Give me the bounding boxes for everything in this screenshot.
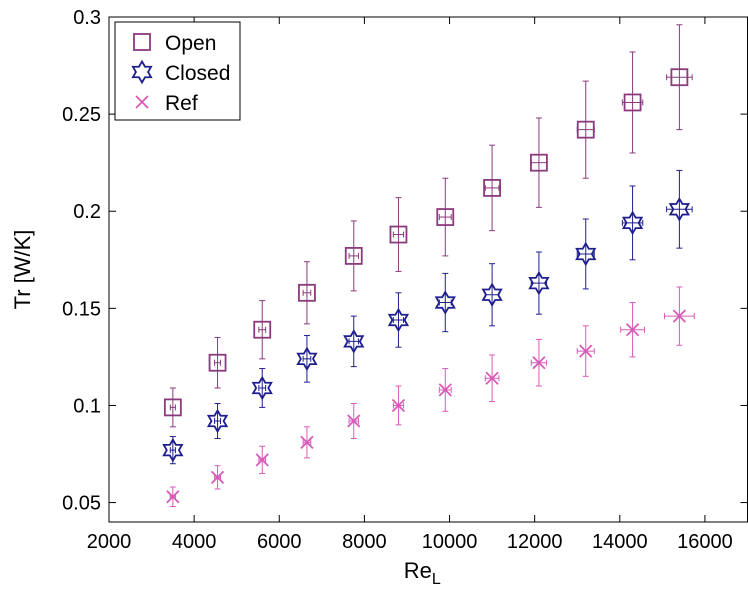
marker-stroke bbox=[135, 95, 149, 109]
data-point-ref bbox=[210, 470, 225, 484]
y-axis-label: Tr [W/K] bbox=[10, 230, 35, 310]
marker-stroke bbox=[485, 371, 499, 385]
legend-marker-ref bbox=[135, 95, 149, 109]
series-closed bbox=[162, 169, 693, 465]
legend: Open Closed Ref bbox=[114, 21, 241, 121]
x-tick-label: 10000 bbox=[422, 531, 478, 553]
marker-stroke bbox=[210, 470, 225, 484]
data-point-ref bbox=[485, 371, 499, 385]
y-tick-label: 0.1 bbox=[73, 395, 101, 417]
data-point-open bbox=[483, 179, 502, 197]
data-point-open bbox=[298, 283, 316, 302]
data-point-closed bbox=[575, 241, 597, 267]
series-ref bbox=[166, 286, 695, 507]
data-point-open bbox=[163, 398, 182, 417]
data-point-ref bbox=[166, 490, 180, 504]
data-point-ref bbox=[625, 323, 640, 337]
data-point-closed bbox=[296, 346, 318, 372]
data-point-ref bbox=[438, 383, 452, 397]
marker-stroke bbox=[579, 344, 593, 358]
data-point-ref bbox=[347, 414, 361, 428]
legend-label-open: Open bbox=[165, 32, 216, 55]
data-point-closed bbox=[528, 270, 550, 296]
legend-label-closed: Closed bbox=[165, 62, 230, 85]
y-tick-label: 0.15 bbox=[62, 298, 101, 320]
x-tick-label: 2000 bbox=[87, 531, 132, 553]
data-point-closed bbox=[387, 307, 410, 333]
marker-stroke bbox=[532, 356, 546, 370]
y-tick-label: 0.25 bbox=[62, 104, 101, 126]
y-tick-label: 0.2 bbox=[73, 201, 101, 223]
data-point-open bbox=[436, 208, 455, 226]
data-point-open bbox=[389, 225, 408, 244]
data-point-open bbox=[530, 153, 548, 172]
series-open bbox=[163, 24, 693, 428]
legend-label-ref: Ref bbox=[165, 92, 198, 115]
data-point-closed bbox=[481, 282, 503, 308]
data-point-closed bbox=[434, 290, 456, 315]
marker-stroke bbox=[672, 309, 687, 323]
plot-area bbox=[162, 24, 695, 507]
y-tick-label: 0.05 bbox=[62, 493, 101, 515]
x-tick-label: 16000 bbox=[677, 531, 733, 553]
legend-marker-closed bbox=[131, 59, 153, 85]
marker-stroke bbox=[300, 435, 314, 450]
data-point-ref bbox=[579, 344, 593, 358]
data-point-ref bbox=[300, 435, 314, 450]
x-tick-label: 12000 bbox=[507, 531, 563, 553]
marker-stroke bbox=[347, 414, 361, 428]
x-tick-label: 14000 bbox=[592, 531, 648, 553]
data-point-open bbox=[623, 93, 642, 112]
marker-stroke bbox=[166, 490, 180, 504]
x-axis-label-subscript: L bbox=[432, 571, 441, 588]
marker-stroke bbox=[438, 383, 452, 397]
data-point-open bbox=[253, 320, 272, 339]
data-point-ref bbox=[672, 309, 687, 323]
data-point-open bbox=[208, 353, 227, 372]
data-point-ref bbox=[391, 398, 406, 413]
data-point-closed bbox=[251, 375, 273, 401]
data-point-closed bbox=[162, 437, 184, 463]
x-tick-label: 8000 bbox=[342, 531, 387, 553]
x-tick-label: 6000 bbox=[257, 531, 302, 553]
data-point-closed bbox=[206, 408, 229, 434]
data-point-open bbox=[344, 247, 363, 265]
y-tick-label: 0.3 bbox=[73, 7, 101, 29]
x-axis-label: ReL bbox=[404, 558, 441, 588]
marker-stroke bbox=[625, 323, 640, 337]
marker-stroke bbox=[391, 398, 406, 413]
data-point-closed bbox=[621, 210, 644, 236]
legend-marker-open bbox=[133, 33, 151, 51]
data-point-open bbox=[576, 120, 595, 139]
x-tick-label: 4000 bbox=[172, 531, 217, 553]
data-point-ref bbox=[532, 356, 546, 370]
data-point-closed bbox=[343, 329, 365, 354]
marker-stroke bbox=[255, 453, 269, 467]
axis-ticks: 2000 4000 6000 8000 10000 12000 14000 16000 0.05… bbox=[62, 7, 748, 553]
data-point-open bbox=[670, 68, 689, 87]
data-point-closed bbox=[668, 197, 691, 222]
x-axis-label-main: Re bbox=[404, 558, 432, 583]
data-point-ref bbox=[255, 453, 269, 467]
